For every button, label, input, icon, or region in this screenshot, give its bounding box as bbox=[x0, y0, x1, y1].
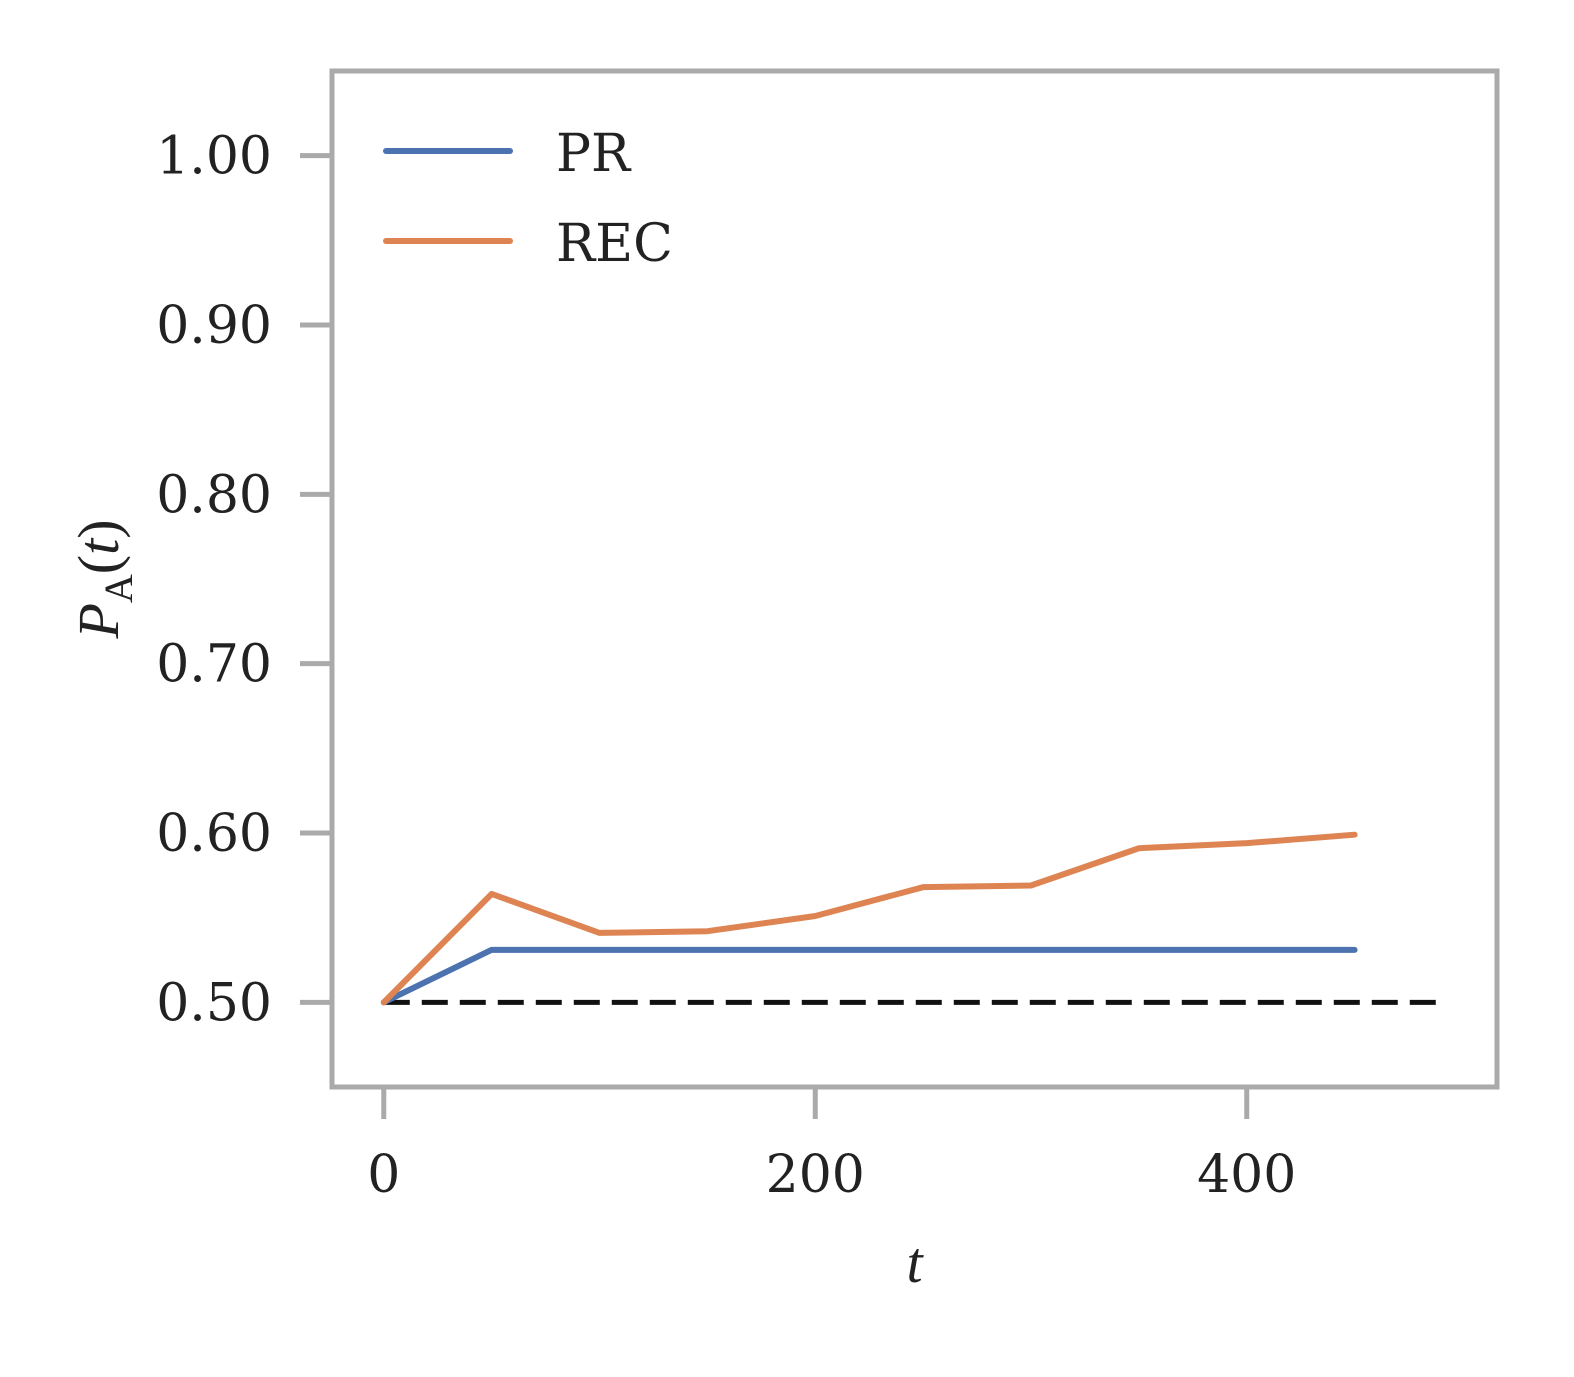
y-tick-label: 0.80 bbox=[156, 465, 272, 525]
y-axis-label-variable: t bbox=[66, 537, 131, 555]
x-axis: 0 200 400 bbox=[367, 1087, 1296, 1205]
y-axis-label-main: P bbox=[66, 603, 131, 639]
series-line-pr bbox=[380, 946, 1358, 1006]
x-tick-label: 400 bbox=[1197, 1145, 1296, 1205]
legend-label-pr: PR bbox=[556, 124, 632, 184]
y-tick-label: 0.90 bbox=[156, 296, 272, 356]
y-axis-label-subscript: A bbox=[96, 574, 141, 603]
y-axis-label-close-paren: ) bbox=[66, 519, 131, 538]
legend-label-rec: REC bbox=[556, 214, 673, 274]
y-axis-label-open-paren: ( bbox=[66, 555, 131, 574]
y-tick-label: 0.70 bbox=[156, 635, 272, 695]
series-line-rec bbox=[380, 831, 1358, 1006]
x-tick-label: 200 bbox=[766, 1145, 865, 1205]
y-axis-label: PA(t) bbox=[66, 519, 141, 639]
plot-frame bbox=[329, 68, 1500, 1090]
y-tick-label: 0.50 bbox=[156, 973, 272, 1033]
x-tick-label: 0 bbox=[367, 1145, 400, 1205]
legend: PR REC bbox=[383, 124, 673, 274]
y-tick-label: 0.60 bbox=[156, 804, 272, 864]
y-tick-label: 1.00 bbox=[156, 127, 272, 187]
series-layer bbox=[380, 831, 1358, 1006]
y-axis: 0.50 0.60 0.70 0.80 0.90 1.00 bbox=[156, 127, 332, 1033]
x-axis-label: t bbox=[906, 1230, 924, 1295]
